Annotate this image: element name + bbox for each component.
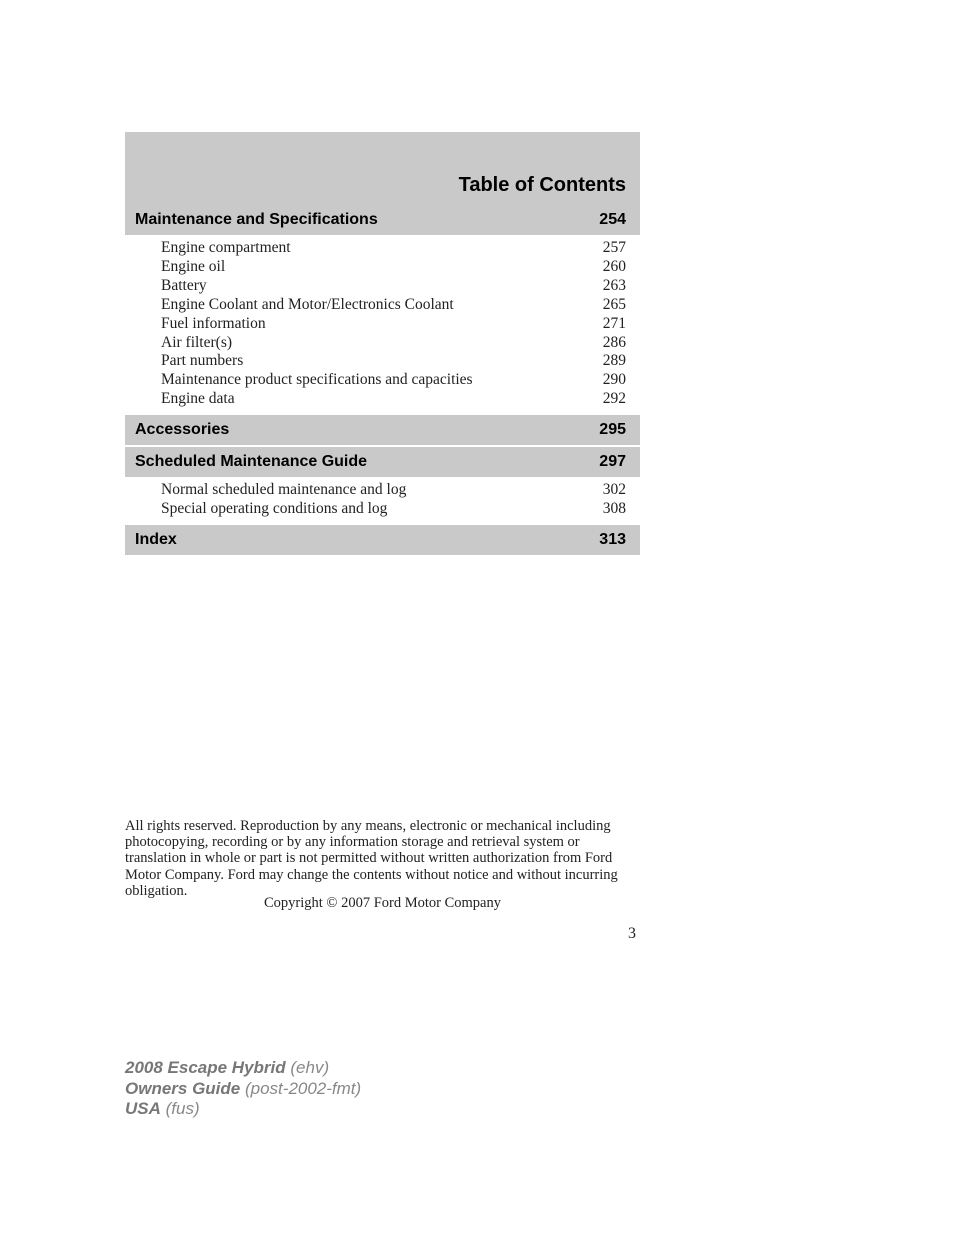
toc-entry: Engine compartment 257 bbox=[161, 239, 626, 258]
footer-model: 2008 Escape Hybrid bbox=[125, 1058, 286, 1077]
section-head-accessories: Accessories 295 bbox=[125, 415, 640, 445]
entry-page: 302 bbox=[603, 481, 626, 500]
toc-entry: Engine data 292 bbox=[161, 390, 626, 409]
entry-page: 257 bbox=[603, 239, 626, 258]
entry-label: Engine compartment bbox=[161, 239, 291, 258]
toc-entry: Battery 263 bbox=[161, 277, 626, 296]
entry-page: 263 bbox=[603, 277, 626, 296]
entry-page: 286 bbox=[603, 334, 626, 353]
entry-label: Part numbers bbox=[161, 352, 243, 371]
entry-label: Maintenance product specifications and c… bbox=[161, 371, 473, 390]
entry-page: 308 bbox=[603, 500, 626, 519]
page: Table of Contents Maintenance and Specif… bbox=[0, 0, 954, 1235]
entry-page: 292 bbox=[603, 390, 626, 409]
entry-label: Air filter(s) bbox=[161, 334, 232, 353]
footer-model-code: (ehv) bbox=[290, 1058, 329, 1077]
entry-page: 260 bbox=[603, 258, 626, 277]
toc-entry: Engine Coolant and Motor/Electronics Coo… bbox=[161, 296, 626, 315]
section-head-scheduled: Scheduled Maintenance Guide 297 bbox=[125, 445, 640, 477]
section-label: Maintenance and Specifications bbox=[135, 211, 378, 229]
entry-label: Special operating conditions and log bbox=[161, 500, 387, 519]
page-number: 3 bbox=[125, 925, 640, 943]
footer-region-code: (fus) bbox=[166, 1099, 200, 1118]
section-page: 297 bbox=[599, 453, 626, 471]
section-label: Scheduled Maintenance Guide bbox=[135, 453, 367, 471]
section-head-maintenance: Maintenance and Specifications 254 bbox=[125, 205, 640, 235]
section-page: 254 bbox=[599, 211, 626, 229]
entry-label: Battery bbox=[161, 277, 207, 296]
rights-statement: All rights reserved. Reproduction by any… bbox=[125, 818, 640, 899]
toc-header-title: Table of Contents bbox=[459, 174, 626, 197]
toc-entry: Engine oil 260 bbox=[161, 258, 626, 277]
entry-label: Fuel information bbox=[161, 315, 266, 334]
footer-block: 2008 Escape Hybrid (ehv) Owners Guide (p… bbox=[125, 1058, 640, 1120]
section-label: Accessories bbox=[135, 421, 229, 439]
toc-header: Table of Contents bbox=[125, 132, 640, 205]
toc-entry: Air filter(s) 286 bbox=[161, 334, 626, 353]
entry-label: Normal scheduled maintenance and log bbox=[161, 481, 406, 500]
footer-region: USA bbox=[125, 1099, 161, 1118]
toc-entry: Fuel information 271 bbox=[161, 315, 626, 334]
section-head-index: Index 313 bbox=[125, 525, 640, 555]
section-page: 295 bbox=[599, 421, 626, 439]
section-page: 313 bbox=[599, 531, 626, 549]
footer-line-2: Owners Guide (post-2002-fmt) bbox=[125, 1079, 640, 1100]
table-of-contents: Maintenance and Specifications 254 Engin… bbox=[125, 205, 640, 555]
footer-guide-code: (post-2002-fmt) bbox=[245, 1079, 361, 1098]
entry-label: Engine oil bbox=[161, 258, 225, 277]
footer-guide: Owners Guide bbox=[125, 1079, 240, 1098]
entry-page: 265 bbox=[603, 296, 626, 315]
toc-entry: Special operating conditions and log 308 bbox=[161, 500, 626, 519]
copyright-line: Copyright © 2007 Ford Motor Company bbox=[125, 895, 640, 912]
toc-entry: Normal scheduled maintenance and log 302 bbox=[161, 481, 626, 500]
footer-line-3: USA (fus) bbox=[125, 1099, 640, 1120]
entry-label: Engine data bbox=[161, 390, 235, 409]
toc-entry: Part numbers 289 bbox=[161, 352, 626, 371]
section-label: Index bbox=[135, 531, 177, 549]
entry-page: 271 bbox=[603, 315, 626, 334]
entry-page: 289 bbox=[603, 352, 626, 371]
entry-label: Engine Coolant and Motor/Electronics Coo… bbox=[161, 296, 454, 315]
entries-maintenance: Engine compartment 257 Engine oil 260 Batt… bbox=[125, 235, 640, 415]
footer-line-1: 2008 Escape Hybrid (ehv) bbox=[125, 1058, 640, 1079]
toc-entry: Maintenance product specifications and c… bbox=[161, 371, 626, 390]
entries-scheduled: Normal scheduled maintenance and log302 … bbox=[125, 477, 640, 525]
entry-page: 290 bbox=[603, 371, 626, 390]
